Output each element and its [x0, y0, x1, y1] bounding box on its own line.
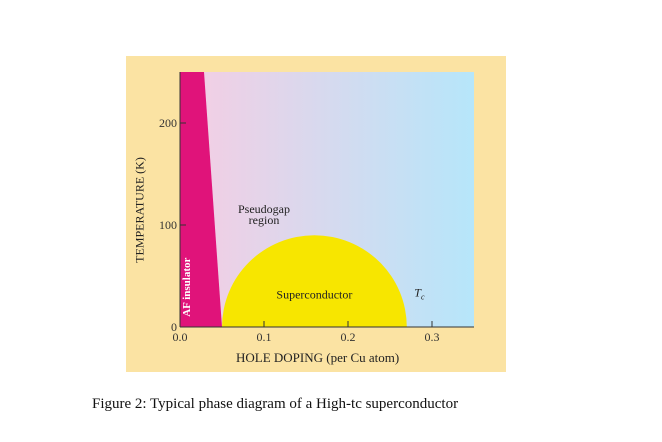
superconductor-label: Superconductor — [276, 287, 352, 301]
x-tick-label: 0.3 — [425, 330, 440, 344]
y-tick-label: 0 — [171, 320, 177, 334]
af-insulator-region — [180, 72, 222, 327]
y-tick-label: 100 — [159, 218, 177, 232]
x-axis-label: HOLE DOPING (per Cu atom) — [236, 350, 400, 365]
figure-caption: Figure 2: Typical phase diagram of a Hig… — [92, 396, 459, 412]
af-insulator-label: AF insulator — [181, 258, 193, 317]
pseudogap-label-line: Pseudogap — [238, 202, 290, 216]
tc-label: Tc — [414, 285, 425, 301]
pseudogap-label: Pseudogap region — [238, 202, 290, 227]
tc-subscript: c — [421, 292, 425, 301]
superconductor-dome — [222, 235, 407, 327]
x-tick-label: 0.0 — [173, 330, 188, 344]
y-tick-label: 200 — [159, 116, 177, 130]
x-tick-label: 0.2 — [341, 330, 356, 344]
x-tick-label: 0.1 — [257, 330, 272, 344]
pseudogap-label-line: region — [249, 213, 280, 227]
